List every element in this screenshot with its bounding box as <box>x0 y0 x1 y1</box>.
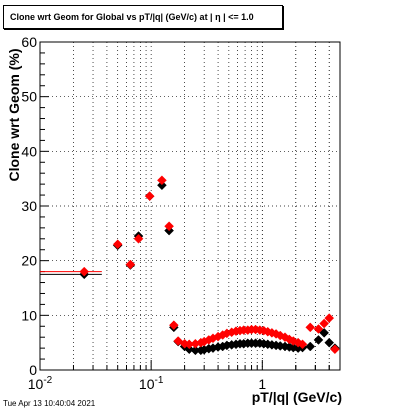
chart-title: Clone wrt Geom for Global vs pT/|q| (GeV… <box>3 5 283 29</box>
data-point-red <box>173 336 184 346</box>
data-point-black <box>184 344 195 355</box>
data-point-red <box>157 175 167 186</box>
data-point-red <box>280 332 290 343</box>
data-point-red <box>313 324 324 334</box>
data-point-red <box>125 259 136 270</box>
y-tick-label: 30 <box>21 198 37 214</box>
data-point-red <box>330 344 340 355</box>
data-point-black <box>157 180 167 191</box>
y-tick-label: 10 <box>21 307 37 323</box>
data-point-black <box>313 335 324 345</box>
y-tick-label: 50 <box>21 89 37 105</box>
data-point-red <box>133 233 144 244</box>
data-point-red <box>79 266 90 277</box>
x-tick-label: 10-2 <box>28 375 53 392</box>
data-point-red <box>144 191 155 202</box>
data-point-black <box>319 327 329 338</box>
x-tick-label: 10-1 <box>139 375 164 392</box>
y-tick-label: 0 <box>29 362 37 378</box>
y-tick-label: 40 <box>21 143 37 159</box>
data-point-red <box>297 339 308 350</box>
data-point-red <box>319 318 329 329</box>
data-point-red <box>168 320 179 331</box>
x-tick-label: 1 <box>258 376 266 392</box>
data-point-red <box>275 330 286 341</box>
data-point-red <box>112 239 123 250</box>
timestamp: Tue Apr 13 10:40:04 2021 <box>3 399 96 408</box>
data-point-red <box>305 322 316 333</box>
data-point-red <box>324 313 335 323</box>
y-tick-label: 60 <box>21 34 37 50</box>
data-point-black <box>305 341 316 352</box>
x-axis-label: pT/|q| (GeV/c) <box>251 389 342 405</box>
data-point-red <box>164 221 174 232</box>
data-point-black <box>324 337 335 348</box>
y-tick-label: 20 <box>21 253 37 269</box>
